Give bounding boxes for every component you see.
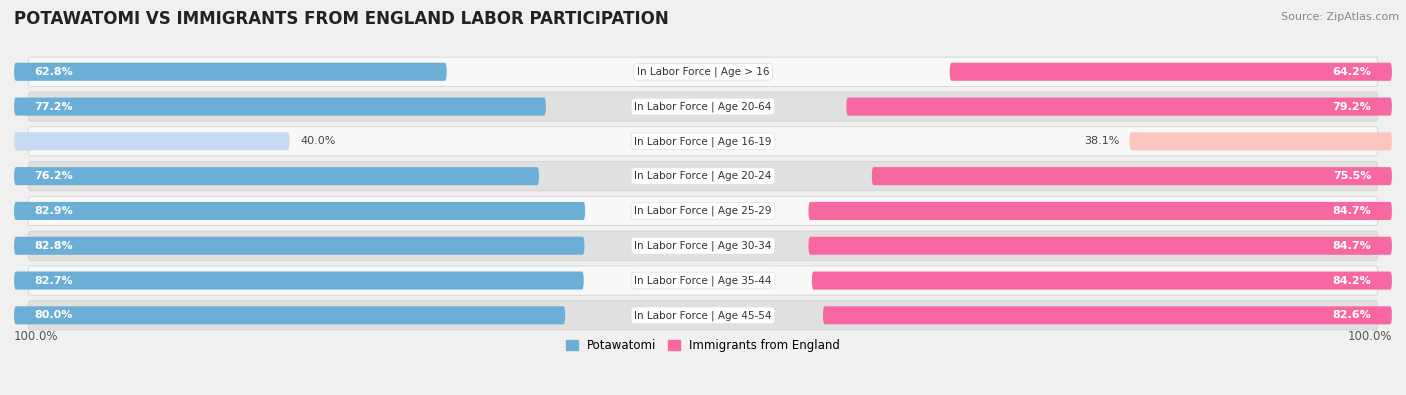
FancyBboxPatch shape — [811, 271, 1392, 290]
Text: 84.7%: 84.7% — [1333, 206, 1371, 216]
FancyBboxPatch shape — [28, 301, 1378, 330]
Text: In Labor Force | Age 16-19: In Labor Force | Age 16-19 — [634, 136, 772, 147]
Text: 82.6%: 82.6% — [1333, 310, 1371, 320]
FancyBboxPatch shape — [14, 271, 583, 290]
FancyBboxPatch shape — [28, 127, 1378, 156]
Text: POTAWATOMI VS IMMIGRANTS FROM ENGLAND LABOR PARTICIPATION: POTAWATOMI VS IMMIGRANTS FROM ENGLAND LA… — [14, 10, 669, 28]
Legend: Potawatomi, Immigrants from England: Potawatomi, Immigrants from England — [561, 335, 845, 357]
FancyBboxPatch shape — [28, 92, 1378, 121]
Text: In Labor Force | Age 45-54: In Labor Force | Age 45-54 — [634, 310, 772, 321]
Text: 84.7%: 84.7% — [1333, 241, 1371, 251]
Text: In Labor Force | Age > 16: In Labor Force | Age > 16 — [637, 66, 769, 77]
Text: 38.1%: 38.1% — [1084, 136, 1119, 147]
FancyBboxPatch shape — [1129, 132, 1392, 150]
FancyBboxPatch shape — [28, 57, 1378, 87]
Text: 62.8%: 62.8% — [35, 67, 73, 77]
Text: 82.8%: 82.8% — [35, 241, 73, 251]
Text: 100.0%: 100.0% — [14, 330, 59, 343]
Text: 79.2%: 79.2% — [1333, 102, 1371, 111]
FancyBboxPatch shape — [14, 132, 290, 150]
FancyBboxPatch shape — [14, 237, 585, 255]
FancyBboxPatch shape — [28, 196, 1378, 226]
FancyBboxPatch shape — [14, 63, 447, 81]
Text: 84.2%: 84.2% — [1333, 276, 1371, 286]
Text: Source: ZipAtlas.com: Source: ZipAtlas.com — [1281, 12, 1399, 22]
Text: In Labor Force | Age 20-64: In Labor Force | Age 20-64 — [634, 101, 772, 112]
Text: In Labor Force | Age 30-34: In Labor Force | Age 30-34 — [634, 241, 772, 251]
Text: 77.2%: 77.2% — [35, 102, 73, 111]
Text: 64.2%: 64.2% — [1333, 67, 1371, 77]
Text: 100.0%: 100.0% — [1347, 330, 1392, 343]
FancyBboxPatch shape — [14, 98, 546, 116]
Text: In Labor Force | Age 35-44: In Labor Force | Age 35-44 — [634, 275, 772, 286]
Text: 75.5%: 75.5% — [1333, 171, 1371, 181]
Text: 76.2%: 76.2% — [35, 171, 73, 181]
FancyBboxPatch shape — [14, 167, 538, 185]
Text: 82.9%: 82.9% — [35, 206, 73, 216]
FancyBboxPatch shape — [14, 306, 565, 324]
Text: In Labor Force | Age 20-24: In Labor Force | Age 20-24 — [634, 171, 772, 181]
FancyBboxPatch shape — [28, 231, 1378, 260]
Text: 40.0%: 40.0% — [299, 136, 336, 147]
Text: In Labor Force | Age 25-29: In Labor Force | Age 25-29 — [634, 206, 772, 216]
FancyBboxPatch shape — [846, 98, 1392, 116]
FancyBboxPatch shape — [872, 167, 1392, 185]
FancyBboxPatch shape — [823, 306, 1392, 324]
FancyBboxPatch shape — [808, 202, 1392, 220]
FancyBboxPatch shape — [949, 63, 1392, 81]
Text: 80.0%: 80.0% — [35, 310, 73, 320]
FancyBboxPatch shape — [28, 162, 1378, 191]
Text: 82.7%: 82.7% — [35, 276, 73, 286]
FancyBboxPatch shape — [14, 202, 585, 220]
FancyBboxPatch shape — [808, 237, 1392, 255]
FancyBboxPatch shape — [28, 266, 1378, 295]
